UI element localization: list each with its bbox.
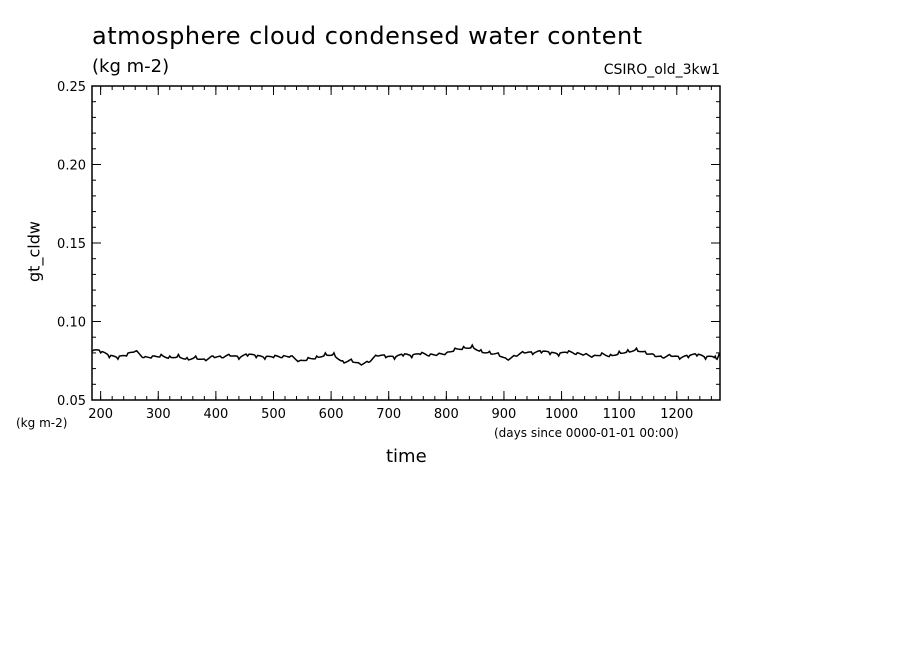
x-tick-label: 600 <box>319 407 344 422</box>
y-tick-label: 0.25 <box>57 80 86 95</box>
x-axis-unit: (days since 0000-01-01 00:00) <box>494 426 679 440</box>
x-tick-label: 700 <box>376 407 401 422</box>
series-line <box>91 343 721 366</box>
axis-ticks <box>92 85 720 401</box>
x-tick-label: 900 <box>492 407 517 422</box>
x-tick-label: 500 <box>261 407 286 422</box>
x-axis-label: time <box>386 446 427 467</box>
x-tick-label: 1200 <box>660 407 693 422</box>
x-tick-label: 1100 <box>603 407 636 422</box>
chart-title: atmosphere cloud condensed water content <box>92 22 643 50</box>
x-tick-label: 1000 <box>545 407 578 422</box>
x-tick-label: 400 <box>203 407 228 422</box>
y-tick-label: 0.05 <box>57 394 86 409</box>
y-tick-label: 0.20 <box>57 159 86 174</box>
x-tick-label: 200 <box>88 407 113 422</box>
x-tick-label: 800 <box>434 407 459 422</box>
y-tick-label: 0.15 <box>57 237 86 252</box>
chart-subtitle-units: (kg m-2) <box>92 56 170 77</box>
y-tick-label: 0.10 <box>57 316 86 331</box>
axis-tick-labels: 200 300 400 500 600 700 800 900 1000 1100 1200 0.05… <box>57 80 693 422</box>
model-label: CSIRO_old_3kw1 <box>603 62 720 78</box>
y-axis-unit: (kg m-2) <box>16 416 68 430</box>
x-tick-label: 300 <box>146 407 171 422</box>
